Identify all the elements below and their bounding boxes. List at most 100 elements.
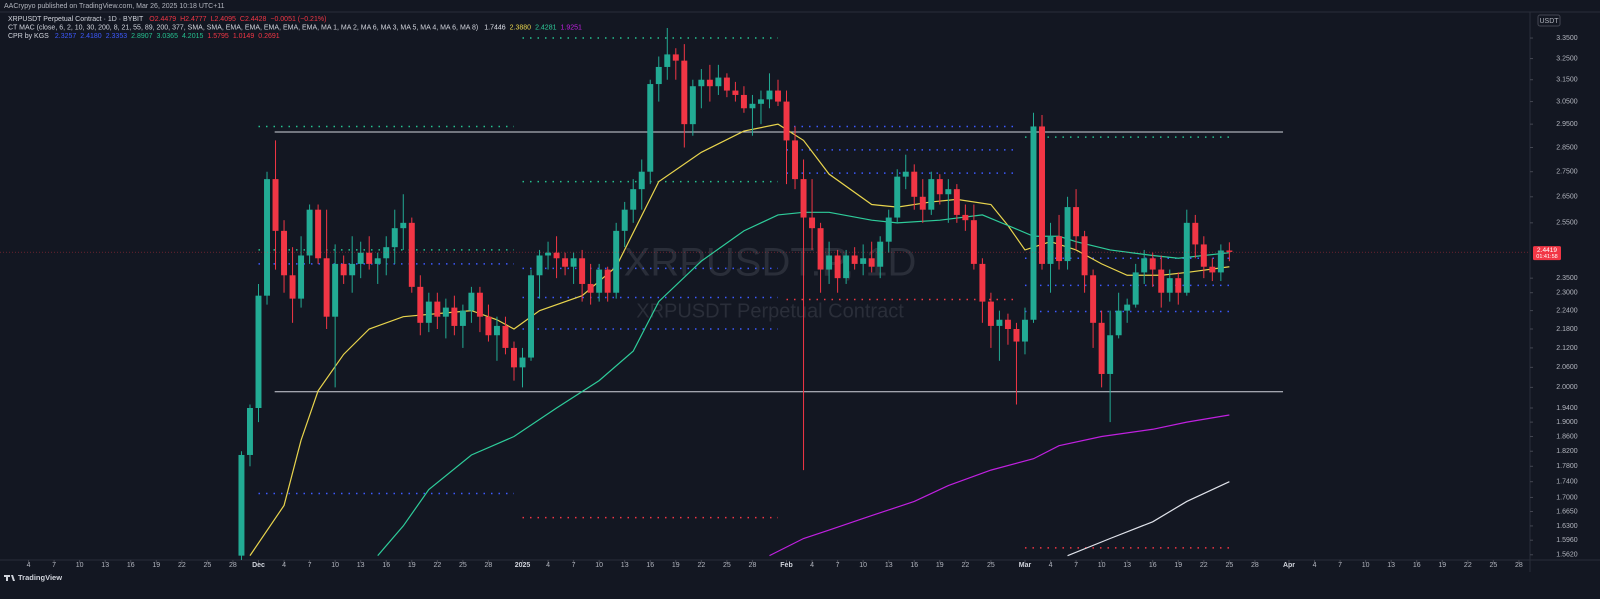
candle-body <box>1090 275 1097 323</box>
candle-body <box>740 94 747 109</box>
candle-body <box>476 292 483 317</box>
candle-body <box>1030 126 1037 320</box>
candle-body <box>1175 278 1182 293</box>
candle-body <box>792 140 799 180</box>
candle-body <box>1064 207 1071 262</box>
brand-logo <box>4 575 15 581</box>
candle-body <box>604 269 611 293</box>
x-tick-label: 19 <box>1174 562 1182 569</box>
watermark-subtitle: XRPUSDT Perpetual Contract <box>636 300 904 322</box>
y-tick-label: 1.8600 <box>1556 433 1578 440</box>
y-tick-label: 1.5620 <box>1556 552 1578 559</box>
candle-body <box>783 101 790 141</box>
x-tick-label: 7 <box>308 562 312 569</box>
moving-average <box>1067 481 1230 557</box>
x-tick-label: 22 <box>1200 562 1208 569</box>
candle-body <box>945 189 952 195</box>
candle-body <box>1115 310 1122 336</box>
candle-body <box>468 292 475 311</box>
y-tick-label: 1.7800 <box>1556 463 1578 470</box>
y-tick-label: 3.2500 <box>1556 55 1578 62</box>
candle-body <box>681 60 688 125</box>
x-tick-label: 25 <box>987 562 995 569</box>
candle-body <box>621 209 628 231</box>
candle-body <box>570 258 577 267</box>
x-tick-label: 25 <box>723 562 731 569</box>
x-tick-label: 4 <box>810 562 814 569</box>
x-tick-label: 10 <box>1362 562 1370 569</box>
axes: 3.3500 3.2500 3.1500 3.0500 2.9500 2.8500 2.75… <box>27 35 1578 569</box>
y-tick-label: 2.6500 <box>1556 194 1578 201</box>
y-tick-label: 2.3500 <box>1556 275 1578 282</box>
x-tick-label: 10 <box>76 562 84 569</box>
legend-value: 2.3257 <box>55 33 77 40</box>
candle-body <box>553 252 560 259</box>
brand[interactable]: TradingView <box>18 573 62 582</box>
x-tick-label: 16 <box>382 562 390 569</box>
candle-body <box>800 179 807 218</box>
x-tick-label: 10 <box>595 562 603 569</box>
x-tick-label: 16 <box>1413 562 1421 569</box>
candle-body <box>1183 222 1190 293</box>
y-tick-label: 1.7400 <box>1556 479 1578 486</box>
candle-body <box>1141 258 1148 273</box>
x-tick-label: 16 <box>1149 562 1157 569</box>
x-tick-label: 10 <box>1098 562 1106 569</box>
candle-body <box>451 307 458 326</box>
price-tag <box>1533 246 1561 261</box>
x-tick-label: 13 <box>1123 562 1131 569</box>
y-tick-label: 2.1200 <box>1556 345 1578 352</box>
legend-label: CPR by KGS <box>8 33 49 40</box>
candle-body <box>953 189 960 215</box>
x-tick-label: 16 <box>127 562 135 569</box>
candle-body <box>851 255 858 264</box>
x-tick-label: 19 <box>1438 562 1446 569</box>
candle-body <box>493 325 500 336</box>
x-tick-label: 19 <box>408 562 416 569</box>
legend-value: 1.0149 <box>233 33 255 40</box>
currency[interactable]: USDT <box>1539 18 1559 25</box>
candle-body <box>775 90 781 102</box>
y-tick-label: 2.5500 <box>1556 220 1578 227</box>
y-tick-label: 3.0500 <box>1556 98 1578 105</box>
y-tick-label: 2.8500 <box>1556 144 1578 151</box>
candle-body <box>306 209 313 256</box>
legend-label: CT MAC (close, 6, 2, 10, 30, 200, 8, 21,… <box>8 24 478 31</box>
x-tick-label: 4 <box>1049 562 1053 569</box>
candle-body <box>255 295 262 409</box>
candle-body <box>366 252 373 264</box>
x-tick-label: 28 <box>229 562 237 569</box>
legend-value: 1.5795 <box>207 33 229 40</box>
x-tick-label: 28 <box>1251 562 1259 569</box>
x-tick-label: 22 <box>697 562 705 569</box>
moving-average <box>769 414 1230 557</box>
y-tick-label: 2.1800 <box>1556 326 1578 333</box>
y-tick-label: 2.0000 <box>1556 384 1578 391</box>
plot-area <box>0 28 1530 560</box>
candle-body <box>425 301 432 323</box>
legend-value: −0.0051 (−0.21%) <box>270 16 326 23</box>
candle-body <box>613 230 620 293</box>
candle-body <box>272 179 279 231</box>
moving-average <box>377 211 1230 557</box>
candle-body <box>1039 126 1045 264</box>
candle-body <box>511 347 517 368</box>
candle-body <box>1132 272 1139 305</box>
candle-body <box>647 84 654 172</box>
candle-body <box>979 263 986 302</box>
countdown: 01:41:58 <box>1536 254 1557 260</box>
y-tick-label: 2.2400 <box>1556 307 1578 314</box>
currency-box[interactable] <box>1537 14 1561 27</box>
legend-value: H2.4777 <box>180 16 207 23</box>
candle-body <box>1047 236 1054 264</box>
y-tick-label: 1.5960 <box>1556 537 1578 544</box>
y-tick-label: 2.0600 <box>1556 364 1578 371</box>
legend-value: 3.0365 <box>157 33 179 40</box>
candle-body <box>630 189 637 210</box>
x-tick-label: 28 <box>749 562 757 569</box>
candle-body <box>1217 250 1224 273</box>
candle-body <box>536 255 543 276</box>
candle-body <box>672 54 679 61</box>
candle-body <box>894 176 901 218</box>
